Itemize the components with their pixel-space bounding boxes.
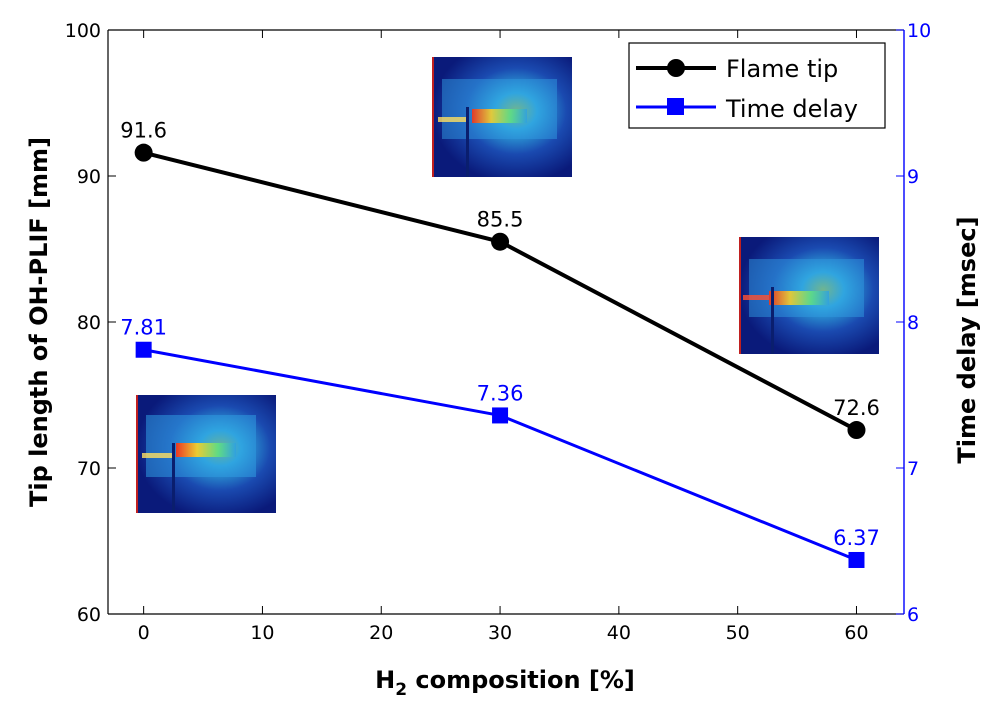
- y-left-tick-label: 70: [77, 458, 101, 480]
- x-tick-label: 20: [369, 622, 393, 644]
- y-left-axis-title: Tip length of OH-PLIF [mm]: [25, 137, 53, 507]
- data-point-time-delay: [492, 407, 509, 424]
- plif-image-h2-30: [432, 57, 572, 177]
- data-label-time-delay: 6.37: [833, 526, 880, 550]
- data-label-flame-tip: 72.6: [833, 396, 880, 420]
- data-point-flame-tip: [134, 143, 153, 162]
- y-right-axis-title: Time delay [msec]: [953, 216, 981, 463]
- data-label-time-delay: 7.36: [477, 381, 524, 405]
- plif-image-h2-0: [136, 395, 276, 513]
- x-axis-title-rest: composition [%]: [407, 666, 635, 694]
- series-layer: 91.6 85.5 72.6 7.81 7.36 6.37: [120, 119, 880, 568]
- data-label-flame-tip: 85.5: [477, 208, 524, 232]
- x-tick-label: 50: [726, 622, 750, 644]
- y-right-tick-label: 6: [907, 604, 919, 626]
- y-right-axis-ticks: 6 7 8 9 10: [896, 20, 931, 626]
- legend-label-time-delay: Time delay: [725, 95, 858, 123]
- legend-label-flame-tip: Flame tip: [726, 55, 838, 83]
- y-left-tick-label: 90: [77, 166, 101, 188]
- data-point-time-delay: [135, 341, 152, 358]
- data-label-time-delay: 7.81: [120, 316, 167, 340]
- x-axis-title-main: H: [375, 666, 395, 694]
- y-left-axis-ticks: 60 70 80 90 100: [65, 20, 116, 626]
- y-right-tick-label: 9: [907, 166, 919, 188]
- y-right-tick-label: 8: [907, 312, 919, 334]
- data-point-flame-tip: [847, 421, 866, 440]
- y-right-tick-label: 7: [907, 458, 919, 480]
- data-point-flame-tip: [491, 232, 510, 251]
- x-axis-title-subscript: 2: [395, 680, 407, 700]
- x-tick-label: 40: [607, 622, 631, 644]
- legend-marker-time-delay: [667, 98, 684, 115]
- x-tick-label: 0: [138, 622, 150, 644]
- x-tick-label: 10: [250, 622, 274, 644]
- x-tick-label: 60: [844, 622, 868, 644]
- y-left-tick-label: 80: [77, 312, 101, 334]
- x-axis-ticks: 0 10 20 30 40 50 60: [138, 30, 869, 644]
- y-left-tick-label: 60: [77, 604, 101, 626]
- data-point-time-delay: [848, 551, 865, 568]
- legend: Flame tip Time delay: [628, 42, 886, 129]
- x-tick-label: 30: [488, 622, 512, 644]
- x-axis-title: H2 composition [%]: [375, 666, 635, 700]
- data-label-flame-tip: 91.6: [120, 119, 167, 143]
- y-right-tick-label: 10: [907, 20, 931, 42]
- plif-image-h2-60: [739, 237, 879, 354]
- legend-marker-flame-tip: [667, 59, 685, 77]
- y-left-tick-label: 100: [65, 20, 101, 42]
